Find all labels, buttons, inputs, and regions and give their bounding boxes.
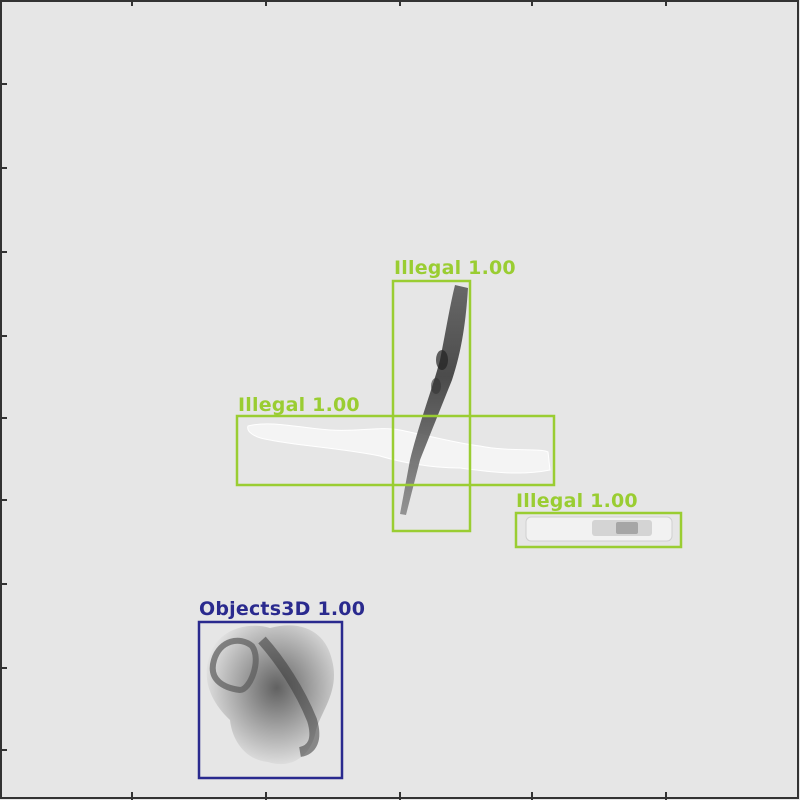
detection-class: Illegal [238,394,306,416]
detection-label-illegal-knife: Illegal 1.00 [394,258,516,278]
detection-label-illegal-blob: Illegal 1.00 [238,395,360,415]
detection-box-illegal [235,414,556,487]
xray-object-knife [400,285,468,515]
xray-object-horizontal-blob [247,423,551,474]
detection-class: Illegal [516,490,584,512]
frame-ticks [0,0,667,800]
detection-box-illegal [514,511,683,549]
detection-score: 1.00 [590,490,638,512]
detection-class: Objects3D [199,598,311,620]
detection-box-objects3d [197,620,344,780]
detection-boxes [197,279,683,780]
detection-box-illegal [391,279,472,533]
detection-class: Illegal [394,257,462,279]
detection-score: 1.00 [468,257,516,279]
detection-label-illegal-bar: Illegal 1.00 [516,491,638,511]
detection-score: 1.00 [317,598,366,620]
xray-object-3d [206,625,335,765]
detection-score: 1.00 [312,394,360,416]
detection-label-objects3d: Objects3D 1.00 [199,599,365,619]
